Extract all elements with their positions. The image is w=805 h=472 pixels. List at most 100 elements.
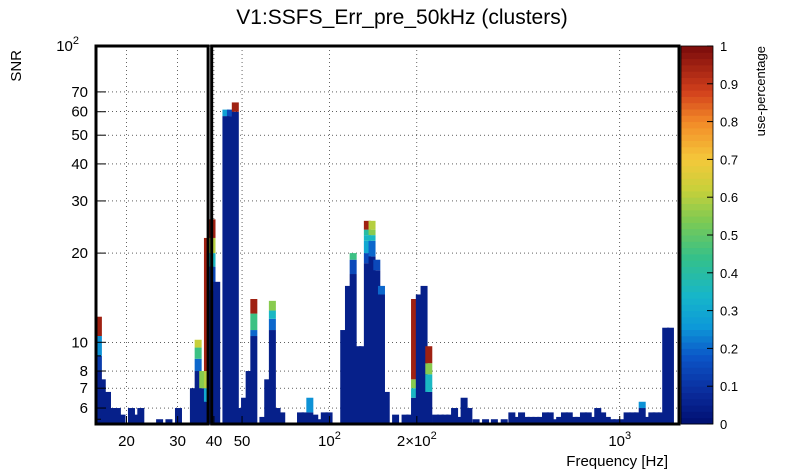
x-tick-label: 30 <box>169 433 186 450</box>
color-scale-step <box>681 127 713 135</box>
data-cell <box>425 374 433 392</box>
data-cell <box>231 111 239 424</box>
color-scale-step <box>681 172 713 179</box>
color-scale-step <box>681 310 713 318</box>
data-cell <box>94 371 102 424</box>
data-cell <box>546 412 554 424</box>
x-tick-label: 103 <box>608 430 631 450</box>
chart-title: V1:SSFS_Err_pre_50kHz (clusters) <box>236 6 567 29</box>
color-scale-tick-label: 0.5 <box>720 228 738 243</box>
data-cell <box>629 412 637 424</box>
data-cell <box>522 416 530 424</box>
data-cell <box>174 408 182 424</box>
data-cell <box>472 419 480 424</box>
y-tick-label: 50 <box>71 127 88 144</box>
y-axis-title: SNR <box>8 50 25 82</box>
data-cell <box>537 416 545 424</box>
data-cell <box>363 263 371 424</box>
color-scale-step <box>681 83 713 91</box>
color-scale-step <box>681 222 713 230</box>
color-scale-tick-label: 0.4 <box>720 266 738 281</box>
data-cell <box>662 327 670 424</box>
color-scale-step <box>681 335 713 343</box>
data-cell <box>542 412 550 424</box>
x-axis-title: Frequency [Hz] <box>566 453 668 470</box>
color-scale-step <box>681 216 713 223</box>
color-scale-step <box>681 398 713 406</box>
color-scale-step <box>681 235 713 242</box>
color-scale-step <box>681 102 713 110</box>
data-cell <box>297 412 305 424</box>
data-cell <box>420 285 428 424</box>
data-cell <box>368 235 376 241</box>
data-cell <box>363 240 371 254</box>
color-scale-step <box>681 298 713 305</box>
data-cell <box>579 412 587 424</box>
y-tick-label: 102 <box>56 35 79 55</box>
data-cell <box>560 412 568 424</box>
data-cell <box>113 408 121 424</box>
data-cell <box>194 339 202 348</box>
data-cell <box>446 414 454 424</box>
color-scale-tick-label: 0.6 <box>720 190 738 205</box>
color-scale-step <box>681 411 713 419</box>
data-cell <box>236 408 244 424</box>
color-scale-tick-label: 0.7 <box>720 152 738 167</box>
data-cell <box>638 408 646 424</box>
color-scale-step <box>681 247 713 255</box>
color-scale-step <box>681 361 713 368</box>
data-cell <box>268 330 276 424</box>
data-cell <box>306 412 314 424</box>
data-cell <box>425 391 433 424</box>
color-scale-step <box>681 405 713 412</box>
color-scale-tick-label: 0 <box>720 417 727 432</box>
data-cell <box>482 419 490 424</box>
data-cell <box>165 419 173 424</box>
color-scale-step <box>681 71 713 78</box>
color-scale-step <box>681 316 713 324</box>
color-scale-step <box>681 291 713 299</box>
color-scale-tick-label: 1 <box>720 39 727 54</box>
grid-lines <box>96 45 679 424</box>
data-cell <box>368 256 376 424</box>
y-tick-label: 6 <box>80 400 88 417</box>
color-scale-step <box>681 184 713 192</box>
data-cell <box>623 412 631 424</box>
data-cell <box>301 412 309 424</box>
data-cell <box>565 412 573 424</box>
data-cell <box>584 412 592 424</box>
y-tick-label: 7 <box>80 380 88 397</box>
data-cell <box>156 419 164 424</box>
selection-box <box>210 44 681 426</box>
color-scale-step <box>681 417 713 425</box>
data-cell <box>250 336 258 424</box>
color-scale-step <box>681 329 713 337</box>
color-scale-step <box>681 373 713 381</box>
data-cell <box>104 391 112 424</box>
x-tick-label: 102 <box>318 430 341 450</box>
color-scale: 0 0.1 0.2 0.3 0.4 0.5 0.6 0.7 0.8 0.9 1 <box>680 39 738 432</box>
data-cell <box>231 102 239 112</box>
color-scale-step <box>681 178 713 186</box>
color-scale-step <box>681 354 713 362</box>
data-cell <box>250 299 258 314</box>
data-cell <box>382 391 390 424</box>
color-scale-step <box>681 241 713 249</box>
color-scale-tick-label: 0.8 <box>720 115 738 130</box>
data-cell <box>518 412 526 424</box>
data-cell <box>368 240 376 257</box>
data-cell <box>551 419 559 424</box>
data-cell <box>194 347 202 359</box>
color-scale-step <box>681 285 713 293</box>
data-cell <box>213 281 221 424</box>
data-cell <box>363 253 371 264</box>
color-scale-step <box>681 209 713 217</box>
data-cell <box>411 388 419 398</box>
y-tick-label: 70 <box>71 84 88 101</box>
data-cell <box>460 397 468 424</box>
color-scale-step <box>681 58 713 66</box>
color-scale-tick-label: 0.3 <box>720 304 738 319</box>
data-cell <box>250 330 258 337</box>
color-scale-step <box>681 64 713 72</box>
